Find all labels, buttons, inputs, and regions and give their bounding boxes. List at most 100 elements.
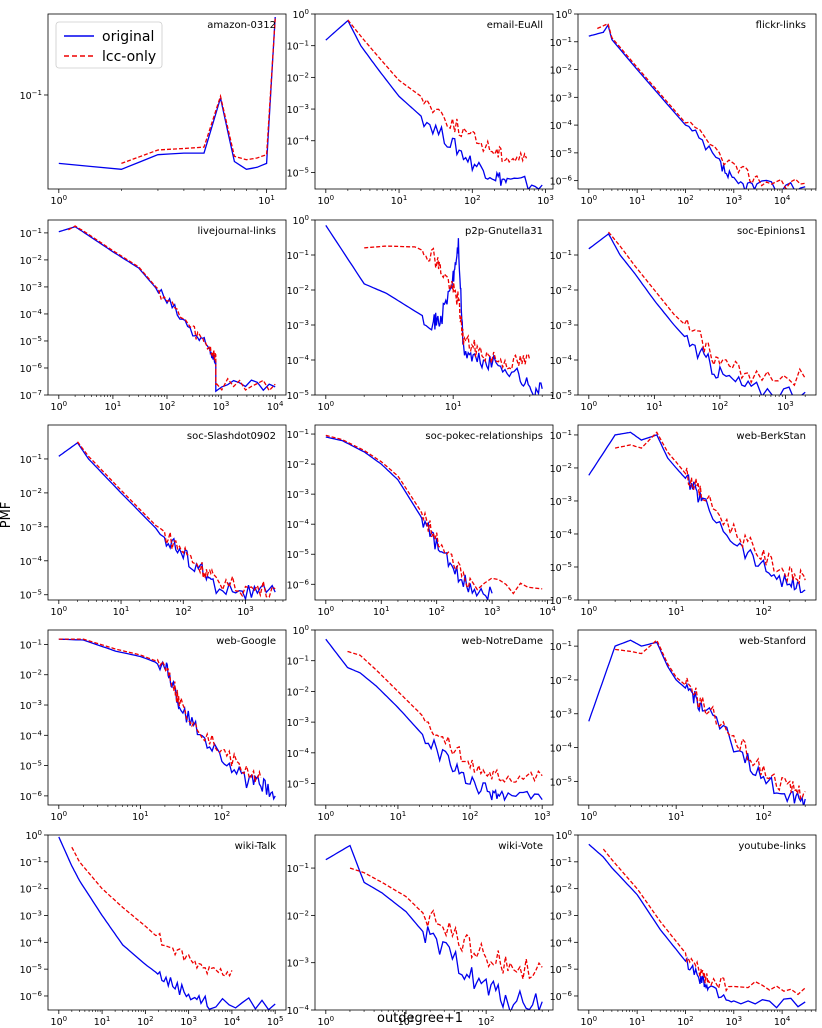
y-tick-label: 100 [292, 8, 309, 21]
x-tick-label: 103 [726, 194, 743, 207]
series-line-original-wiki-talk [58, 836, 276, 1010]
x-tick-label: 100 [51, 810, 68, 823]
x-tick-label: 104 [774, 194, 791, 207]
panel-frame [47, 13, 287, 190]
x-tick-label: 100 [581, 1015, 598, 1028]
y-tick-label: 10−5 [287, 548, 309, 561]
y-tick-label: 10−4 [287, 518, 310, 531]
x-tick-label: 101 [373, 605, 390, 618]
y-tick-label: 10−1 [20, 856, 42, 869]
y-tick-label: 10−2 [550, 462, 572, 475]
panel-title: p2p-Gnutella31 [465, 226, 543, 237]
y-tick-label: 10−5 [287, 389, 309, 402]
x-tick-label: 103 [484, 605, 501, 618]
x-tick-label: 101 [445, 400, 462, 413]
series-line-lcc-only-soc-slashdot0902 [76, 441, 276, 598]
x-tick-label: 102 [462, 810, 479, 823]
x-tick-label: 103 [213, 400, 230, 413]
panel-title: soc-Slashdot0902 [187, 431, 276, 442]
series-line-lcc-only-web-google [58, 638, 262, 782]
series-line-lcc-only-web-berkstan [614, 431, 806, 585]
panel-web-notredame: web-NotreDame 100 101 102 103 10−5 10−4 10−3 10−… [287, 624, 554, 823]
series-line-original-youtube-links [588, 843, 806, 1009]
panel-p2p-gnutella31: p2p-Gnutella31 100 101 10−5 10−4 10−3 10−2 10−1… [287, 214, 554, 413]
y-tick-label: 10−6 [550, 990, 573, 1003]
x-tick-label: 103 [726, 1015, 743, 1028]
y-tick-label: 10−4 [20, 936, 43, 949]
y-tick-label: 10−3 [20, 281, 42, 294]
panel-livejournal-links: livejournal-links 100 101 102 103 104 10−7 10−6… [20, 219, 287, 413]
y-tick-label: 10−1 [20, 453, 42, 466]
panel-title: web-NotreDame [461, 636, 543, 647]
series-line-lcc-only-wiki-talk [71, 846, 233, 978]
panel-grid: amazon-0312 100 101 10−1 email-EuAll 100 101 10… [20, 8, 817, 1028]
y-tick-label: 10−4 [550, 119, 573, 132]
x-tick-label: 101 [629, 194, 646, 207]
x-tick-label: 101 [668, 605, 685, 618]
y-tick-label: 10−3 [20, 699, 42, 712]
panel-title: soc-pokec-relationships [425, 431, 543, 442]
y-tick-label: 10−5 [550, 561, 572, 574]
x-tick-label: 105 [267, 1015, 284, 1028]
y-tick-label: 10−1 [287, 655, 309, 668]
series-line-lcc-only-wiki-vote [349, 867, 543, 980]
legend-label-lcc-only: lcc-only [102, 49, 156, 65]
y-tick-label: 10−2 [550, 674, 572, 687]
y-tick-label: 10−2 [550, 64, 572, 77]
y-tick-label: 10−3 [550, 909, 572, 922]
x-tick-label: 101 [668, 810, 685, 823]
panel-soc-epinions1: soc-Epinions1 100 101 102 103 10−5 10−4 10−3 10−… [550, 219, 817, 413]
y-tick-label: 10−2 [20, 254, 42, 267]
series-line-lcc-only-youtube-links [602, 848, 806, 996]
x-tick-label: 100 [51, 400, 68, 413]
x-tick-label: 104 [267, 400, 284, 413]
panel-frame [47, 629, 287, 806]
y-tick-label: 10−5 [20, 963, 42, 976]
x-tick-label: 101 [113, 605, 130, 618]
series-line-original-soc-epinions1 [588, 232, 806, 395]
panel-frame [314, 424, 554, 601]
y-tick-label: 10−2 [287, 284, 309, 297]
y-tick-label: 10−3 [550, 319, 572, 332]
y-tick-label: 10−5 [20, 335, 42, 348]
x-tick-label: 101 [258, 194, 275, 207]
series-line-lcc-only-soc-epinions1 [608, 231, 806, 387]
y-tick-label: 10−3 [287, 716, 309, 729]
y-tick-label: 10−2 [287, 71, 309, 84]
panel-title: wiki-Vote [498, 841, 543, 852]
y-tick-label: 10−1 [20, 89, 42, 102]
x-tick-label: 102 [677, 1015, 694, 1028]
y-tick-label: 10−5 [287, 778, 309, 791]
y-tick-label: 10−3 [550, 708, 572, 721]
x-tick-label: 102 [214, 810, 231, 823]
x-tick-label: 103 [237, 605, 254, 618]
y-tick-label: 100 [292, 624, 309, 637]
panel-frame [47, 219, 287, 396]
panel-frame [577, 13, 817, 190]
y-tick-label: 10−3 [550, 495, 572, 508]
panel-soc-slashdot0902: soc-Slashdot0902 100 101 102 103 10−5 10−4 10−3… [20, 424, 287, 618]
x-tick-label: 103 [534, 810, 551, 823]
x-tick-label: 102 [159, 400, 176, 413]
panel-title: amazon-0312 [207, 20, 276, 31]
y-tick-label: 10−2 [550, 883, 572, 896]
y-tick-label: 10−5 [550, 963, 572, 976]
y-tick-label: 10−4 [20, 555, 43, 568]
x-tick-label: 101 [132, 810, 149, 823]
x-tick-label: 103 [777, 400, 794, 413]
y-tick-label: 10−6 [287, 578, 310, 591]
y-tick-label: 10−4 [287, 135, 310, 148]
y-tick-label: 10−1 [287, 428, 309, 441]
y-tick-label: 10−3 [550, 91, 572, 104]
x-tick-label: 102 [175, 605, 192, 618]
y-tick-label: 10−1 [287, 249, 309, 262]
panel-wiki-talk: wiki-Talk 100 101 102 103 104 105 10−6 10−5 10−4 1… [20, 829, 287, 1028]
y-tick-label: 10−1 [550, 249, 572, 262]
y-tick-label: 10−2 [287, 685, 309, 698]
y-tick-label: 10−7 [20, 389, 42, 402]
y-tick-label: 10−1 [20, 227, 42, 240]
panel-youtube-links: youtube-links 100 101 102 103 104 10−6 10−5 10−4… [550, 829, 817, 1028]
y-tick-label: 100 [25, 829, 42, 842]
